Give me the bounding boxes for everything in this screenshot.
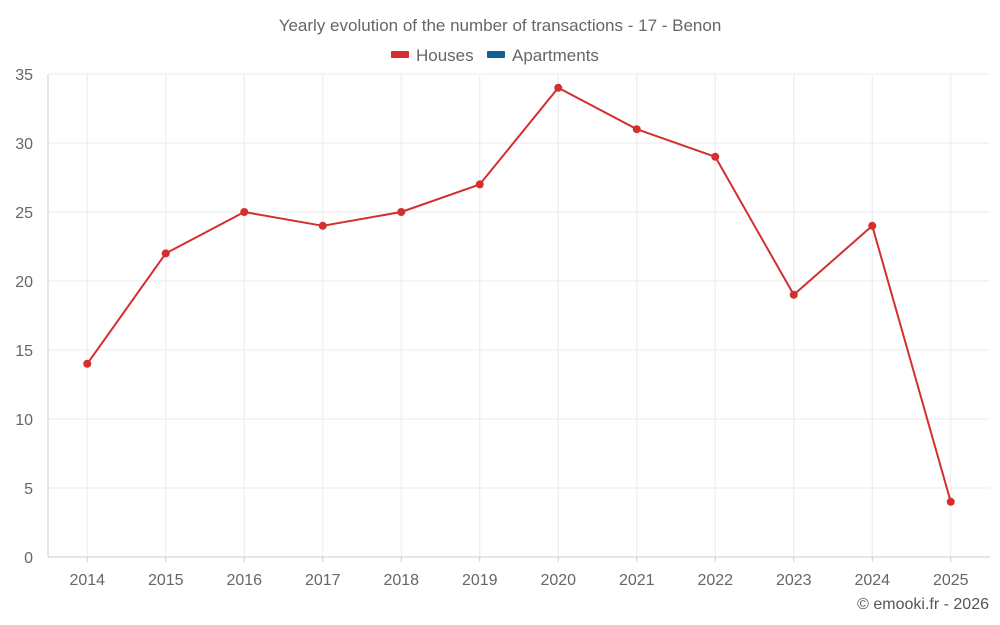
data-point-2016[interactable] [240,208,249,216]
y-tick-label: 35 [15,67,33,84]
data-point-2022[interactable] [711,152,720,161]
y-tick-label: 20 [15,274,33,291]
y-tick-label: 5 [24,481,33,498]
x-tick-label: 2019 [462,572,498,589]
data-point-2014[interactable] [83,359,92,368]
credit-text: © emooki.fr - 2026 [857,596,989,613]
legend-label-apartments: Apartments [512,46,599,65]
x-tick-label: 2023 [776,572,812,589]
legend-label-houses: Houses [416,46,474,65]
x-tick-label: 2021 [619,572,655,589]
x-tick-label: 2015 [148,572,184,589]
y-tick-label: 10 [15,412,33,429]
data-point-2017[interactable] [318,221,327,230]
x-tick-label: 2018 [383,572,419,589]
x-tick-label: 2020 [540,572,576,589]
x-tick-label: 2022 [697,572,733,589]
legend-swatch-houses [391,51,409,58]
data-point-2023[interactable] [789,290,798,299]
legend-item-houses[interactable]: Houses [391,46,474,65]
y-tick-label: 30 [15,136,33,153]
legend-swatch-apartments [487,51,505,58]
data-point-2025[interactable] [946,497,955,506]
series-line-houses [86,86,952,503]
x-tick-label: 2016 [226,572,262,589]
data-point-2020[interactable] [554,83,563,92]
data-point-2024[interactable] [868,221,877,230]
legend-item-apartments[interactable]: Apartments [487,46,599,65]
x-tick-label: 2024 [854,572,890,589]
x-tick-label: 2017 [305,572,341,589]
data-point-2021[interactable] [632,125,641,134]
legend: Houses Apartments [391,46,599,65]
x-tick-label: 2025 [933,572,969,589]
chart-title: Yearly evolution of the number of transa… [279,16,722,35]
data-point-2018[interactable] [397,208,406,216]
data-point-2015[interactable] [161,249,170,258]
series-houses [83,83,955,506]
y-tick-label: 25 [15,205,33,222]
data-point-2019[interactable] [475,180,484,189]
grid [48,73,990,557]
y-tick-label: 0 [24,550,33,567]
y-tick-label: 15 [15,343,33,360]
x-tick-label: 2014 [69,572,105,589]
